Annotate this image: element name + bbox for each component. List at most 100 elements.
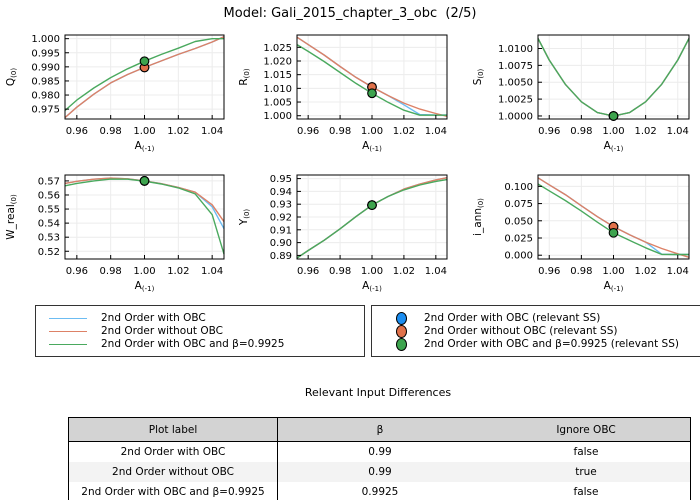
x-tick-label: 0.96 xyxy=(297,126,319,137)
line-swatch xyxy=(49,317,87,319)
table-column-header: β xyxy=(277,417,482,442)
subplot-W_real: 0.52 0.53 0.54 0.55 0.56 0.57 0.96 0.98 1.00 1.02… xyxy=(5,174,225,293)
x-tick-label: 1.04 xyxy=(425,126,447,137)
table-cell: 0.99 xyxy=(277,462,482,482)
y-tick-label: 1.025 xyxy=(263,43,292,54)
x-tick-label: 1.00 xyxy=(361,126,383,137)
marker-swatch xyxy=(396,324,407,338)
y-axis-label: Y(0) xyxy=(238,209,251,227)
table-title: Relevant Input Differences xyxy=(304,386,452,399)
y-tick-label: 0.95 xyxy=(270,174,292,185)
x-tick-label: 0.98 xyxy=(570,126,592,137)
subplot-R: 1.000 1.005 1.010 1.015 1.020 1.025 0.96 0.98 1.… xyxy=(238,34,448,153)
legend-markers-box: 2nd Order with OBC (relevant SS) 2nd Orde… xyxy=(371,305,700,357)
y-tick-label: 1.000 xyxy=(263,111,292,122)
subplot-i_ann: 0.000 0.025 0.050 0.075 0.100 0.96 0.98 1.00 1.0… xyxy=(472,174,690,293)
y-tick-label: 0.995 xyxy=(31,48,60,59)
y-tick-label: 0.53 xyxy=(38,233,60,244)
x-axis-label: A(-1) xyxy=(604,140,624,153)
table-row: 2nd Order with OBC 0.99 false xyxy=(68,441,691,462)
table-header-row: Plot label β Ignore OBC xyxy=(68,417,691,442)
table-cell: true xyxy=(482,462,691,482)
legend-line-entry: 2nd Order with OBC xyxy=(36,312,364,325)
legend-label: 2nd Order without OBC (relevant SS) xyxy=(424,325,618,337)
x-tick-label: 0.98 xyxy=(100,126,122,137)
y-axis-label: S(0) xyxy=(472,68,485,85)
table-cell: false xyxy=(482,482,691,500)
marker-swatch xyxy=(396,337,407,351)
y-tick-label: 0.975 xyxy=(31,105,60,116)
x-tick-label: 0.96 xyxy=(538,126,560,137)
x-tick-label: 0.98 xyxy=(570,266,592,277)
x-tick-label: 0.98 xyxy=(100,266,122,277)
x-tick-label: 1.00 xyxy=(133,266,155,277)
y-tick-label: 0.980 xyxy=(31,91,60,102)
x-tick-label: 1.04 xyxy=(667,126,689,137)
y-tick-label: 0.985 xyxy=(31,76,60,87)
y-tick-label: 0.000 xyxy=(504,251,533,262)
y-tick-label: 1.000 xyxy=(31,34,60,45)
y-tick-label: 0.90 xyxy=(270,238,292,249)
x-tick-label: 1.00 xyxy=(602,126,624,137)
x-tick-label: 1.02 xyxy=(634,126,656,137)
x-axis-label: A(-1) xyxy=(135,140,155,153)
x-axis-label: A(-1) xyxy=(362,280,382,293)
legend-marker-entry: 2nd Order with OBC and β=0.9925 (relevan… xyxy=(372,337,700,351)
y-tick-label: 0.56 xyxy=(38,190,60,201)
y-tick-label: 1.005 xyxy=(263,98,292,109)
table-cell: 0.9925 xyxy=(277,482,482,500)
y-tick-label: 0.89 xyxy=(270,251,292,262)
y-tick-label: 1.010 xyxy=(263,84,292,95)
y-tick-label: 0.94 xyxy=(270,187,292,198)
steady-state-marker xyxy=(139,56,150,67)
steady-state-marker xyxy=(608,111,619,121)
y-tick-label: 1.020 xyxy=(263,56,292,67)
x-tick-label: 0.96 xyxy=(538,266,560,277)
x-tick-label: 1.02 xyxy=(393,126,415,137)
subplot-S: 1.0000 1.0025 1.0050 1.0075 1.0100 0.96 0.98 1.… xyxy=(472,34,690,153)
y-tick-label: 0.990 xyxy=(31,62,60,73)
legend-line-entry: 2nd Order with OBC and β=0.9925 xyxy=(36,338,364,351)
y-tick-label: 1.0100 xyxy=(498,44,533,55)
x-tick-label: 1.04 xyxy=(201,126,223,137)
y-axis-label: W_real(0) xyxy=(5,194,18,240)
subplot-Y: 0.89 0.90 0.910.92 0.93 0.94 0.95 0.96 0.98 1.00… xyxy=(238,174,448,293)
page-title: Model: Gali_2015_chapter_3_obc (2/5) xyxy=(223,6,477,21)
x-tick-label: 1.04 xyxy=(425,266,447,277)
steady-state-marker xyxy=(139,176,150,186)
legend-label: 2nd Order with OBC and β=0.9925 (relevan… xyxy=(424,338,679,350)
y-tick-label: 0.025 xyxy=(504,234,533,245)
x-tick-label: 0.98 xyxy=(329,266,351,277)
y-tick-label: 0.54 xyxy=(38,219,60,230)
y-tick-label: 1.0025 xyxy=(498,95,533,106)
x-tick-label: 1.02 xyxy=(393,266,415,277)
x-tick-label: 1.02 xyxy=(167,126,189,137)
y-axis-label: i_ann(0) xyxy=(472,198,485,236)
y-tick-label: 0.52 xyxy=(38,247,60,258)
y-tick-label: 0.57 xyxy=(38,176,60,187)
legend-label: 2nd Order with OBC (relevant SS) xyxy=(424,312,601,324)
x-tick-label: 1.02 xyxy=(167,266,189,277)
y-tick-label: 0.55 xyxy=(38,205,60,216)
y-tick-label: 1.0075 xyxy=(498,61,533,72)
x-tick-label: 1.00 xyxy=(133,126,155,137)
legend-marker-entry: 2nd Order with OBC (relevant SS) xyxy=(372,311,700,325)
legend-label: 2nd Order with OBC and β=0.9925 xyxy=(101,338,285,350)
table-column-header: Plot label xyxy=(68,417,278,442)
y-tick-label: 0.050 xyxy=(504,216,533,227)
y-tick-label: 0.92 xyxy=(270,213,292,224)
x-axis-label: A(-1) xyxy=(135,280,155,293)
y-tick-label: 0.93 xyxy=(270,200,292,211)
line-swatch xyxy=(49,343,87,345)
table-row: 2nd Order without OBC 0.99 true xyxy=(68,462,691,482)
y-tick-label: 1.0050 xyxy=(498,78,533,89)
table-cell: 0.99 xyxy=(368,446,392,458)
steady-state-marker xyxy=(367,88,377,99)
x-tick-label: 1.04 xyxy=(667,266,689,277)
table-cell: 2nd Order with OBC xyxy=(68,441,278,462)
marker-swatch xyxy=(396,311,407,325)
legend-label: 2nd Order with OBC xyxy=(101,312,206,324)
legend-marker-entry: 2nd Order without OBC (relevant SS) xyxy=(372,324,700,338)
relevant-input-differences-table: Plot label β Ignore OBC 2nd Order with OBC… xyxy=(68,417,691,500)
steady-state-marker xyxy=(608,227,619,238)
